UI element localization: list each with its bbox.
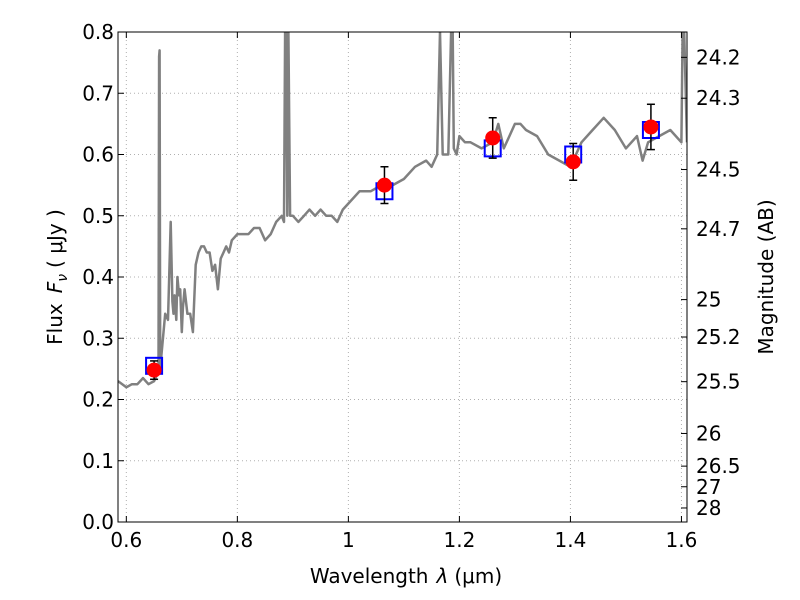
y2-tick-label: 26 xyxy=(696,421,721,445)
y2-tick-label: 24.2 xyxy=(696,45,741,69)
x-tick-label: 0.8 xyxy=(221,528,253,552)
y2-tick-label: 25.2 xyxy=(696,325,741,349)
y2-tick-label: 24.7 xyxy=(696,217,741,241)
axis-ticks: 0.6 0.8 1 1.2 1.4 1.6 0.0 0.1 0.2 0.3 0.4 0.5 0.6 0.7… xyxy=(82,20,740,552)
y2-tick-label: 25.5 xyxy=(696,370,741,394)
y2-tick-label: 26.5 xyxy=(696,454,741,478)
y2-tick-label: 25 xyxy=(696,288,721,312)
observed-photometry-point xyxy=(376,177,392,193)
x-tick-label: 1 xyxy=(342,528,355,552)
y-tick-label: 0.5 xyxy=(82,204,114,228)
y2-tick-label: 24.5 xyxy=(696,158,741,182)
y2-tick-label: 27 xyxy=(696,475,721,499)
y2-axis-label: Magnitude (AB) xyxy=(754,199,778,354)
observed-photometry-point xyxy=(643,119,659,135)
observed-photometry-point xyxy=(565,154,581,170)
x-tick-label: 1.2 xyxy=(443,528,475,552)
y-tick-label: 0.7 xyxy=(82,81,114,105)
spectrum-line xyxy=(118,32,687,389)
y-tick-label: 0.8 xyxy=(82,20,114,44)
x-tick-label: 1.6 xyxy=(666,528,698,552)
y-axis-label: FluxFν( μJy ) xyxy=(43,209,71,345)
y2-tick-label: 28 xyxy=(696,496,721,520)
y-tick-label: 0.4 xyxy=(82,265,114,289)
observed-photometry-point xyxy=(485,130,501,146)
observed-photometry-point xyxy=(146,362,162,378)
x-axis-label: Wavelength λ (μm) xyxy=(310,564,502,588)
plot-area xyxy=(118,32,687,389)
y-tick-label: 0.3 xyxy=(82,326,114,350)
y-tick-label: 0.6 xyxy=(82,143,114,167)
x-tick-label: 0.6 xyxy=(110,528,142,552)
x-tick-label: 1.4 xyxy=(555,528,587,552)
y-tick-label: 0.1 xyxy=(82,449,114,473)
y-tick-label: 0.0 xyxy=(82,510,114,534)
y-tick-label: 0.2 xyxy=(82,388,114,412)
y2-tick-label: 24.3 xyxy=(696,86,741,110)
